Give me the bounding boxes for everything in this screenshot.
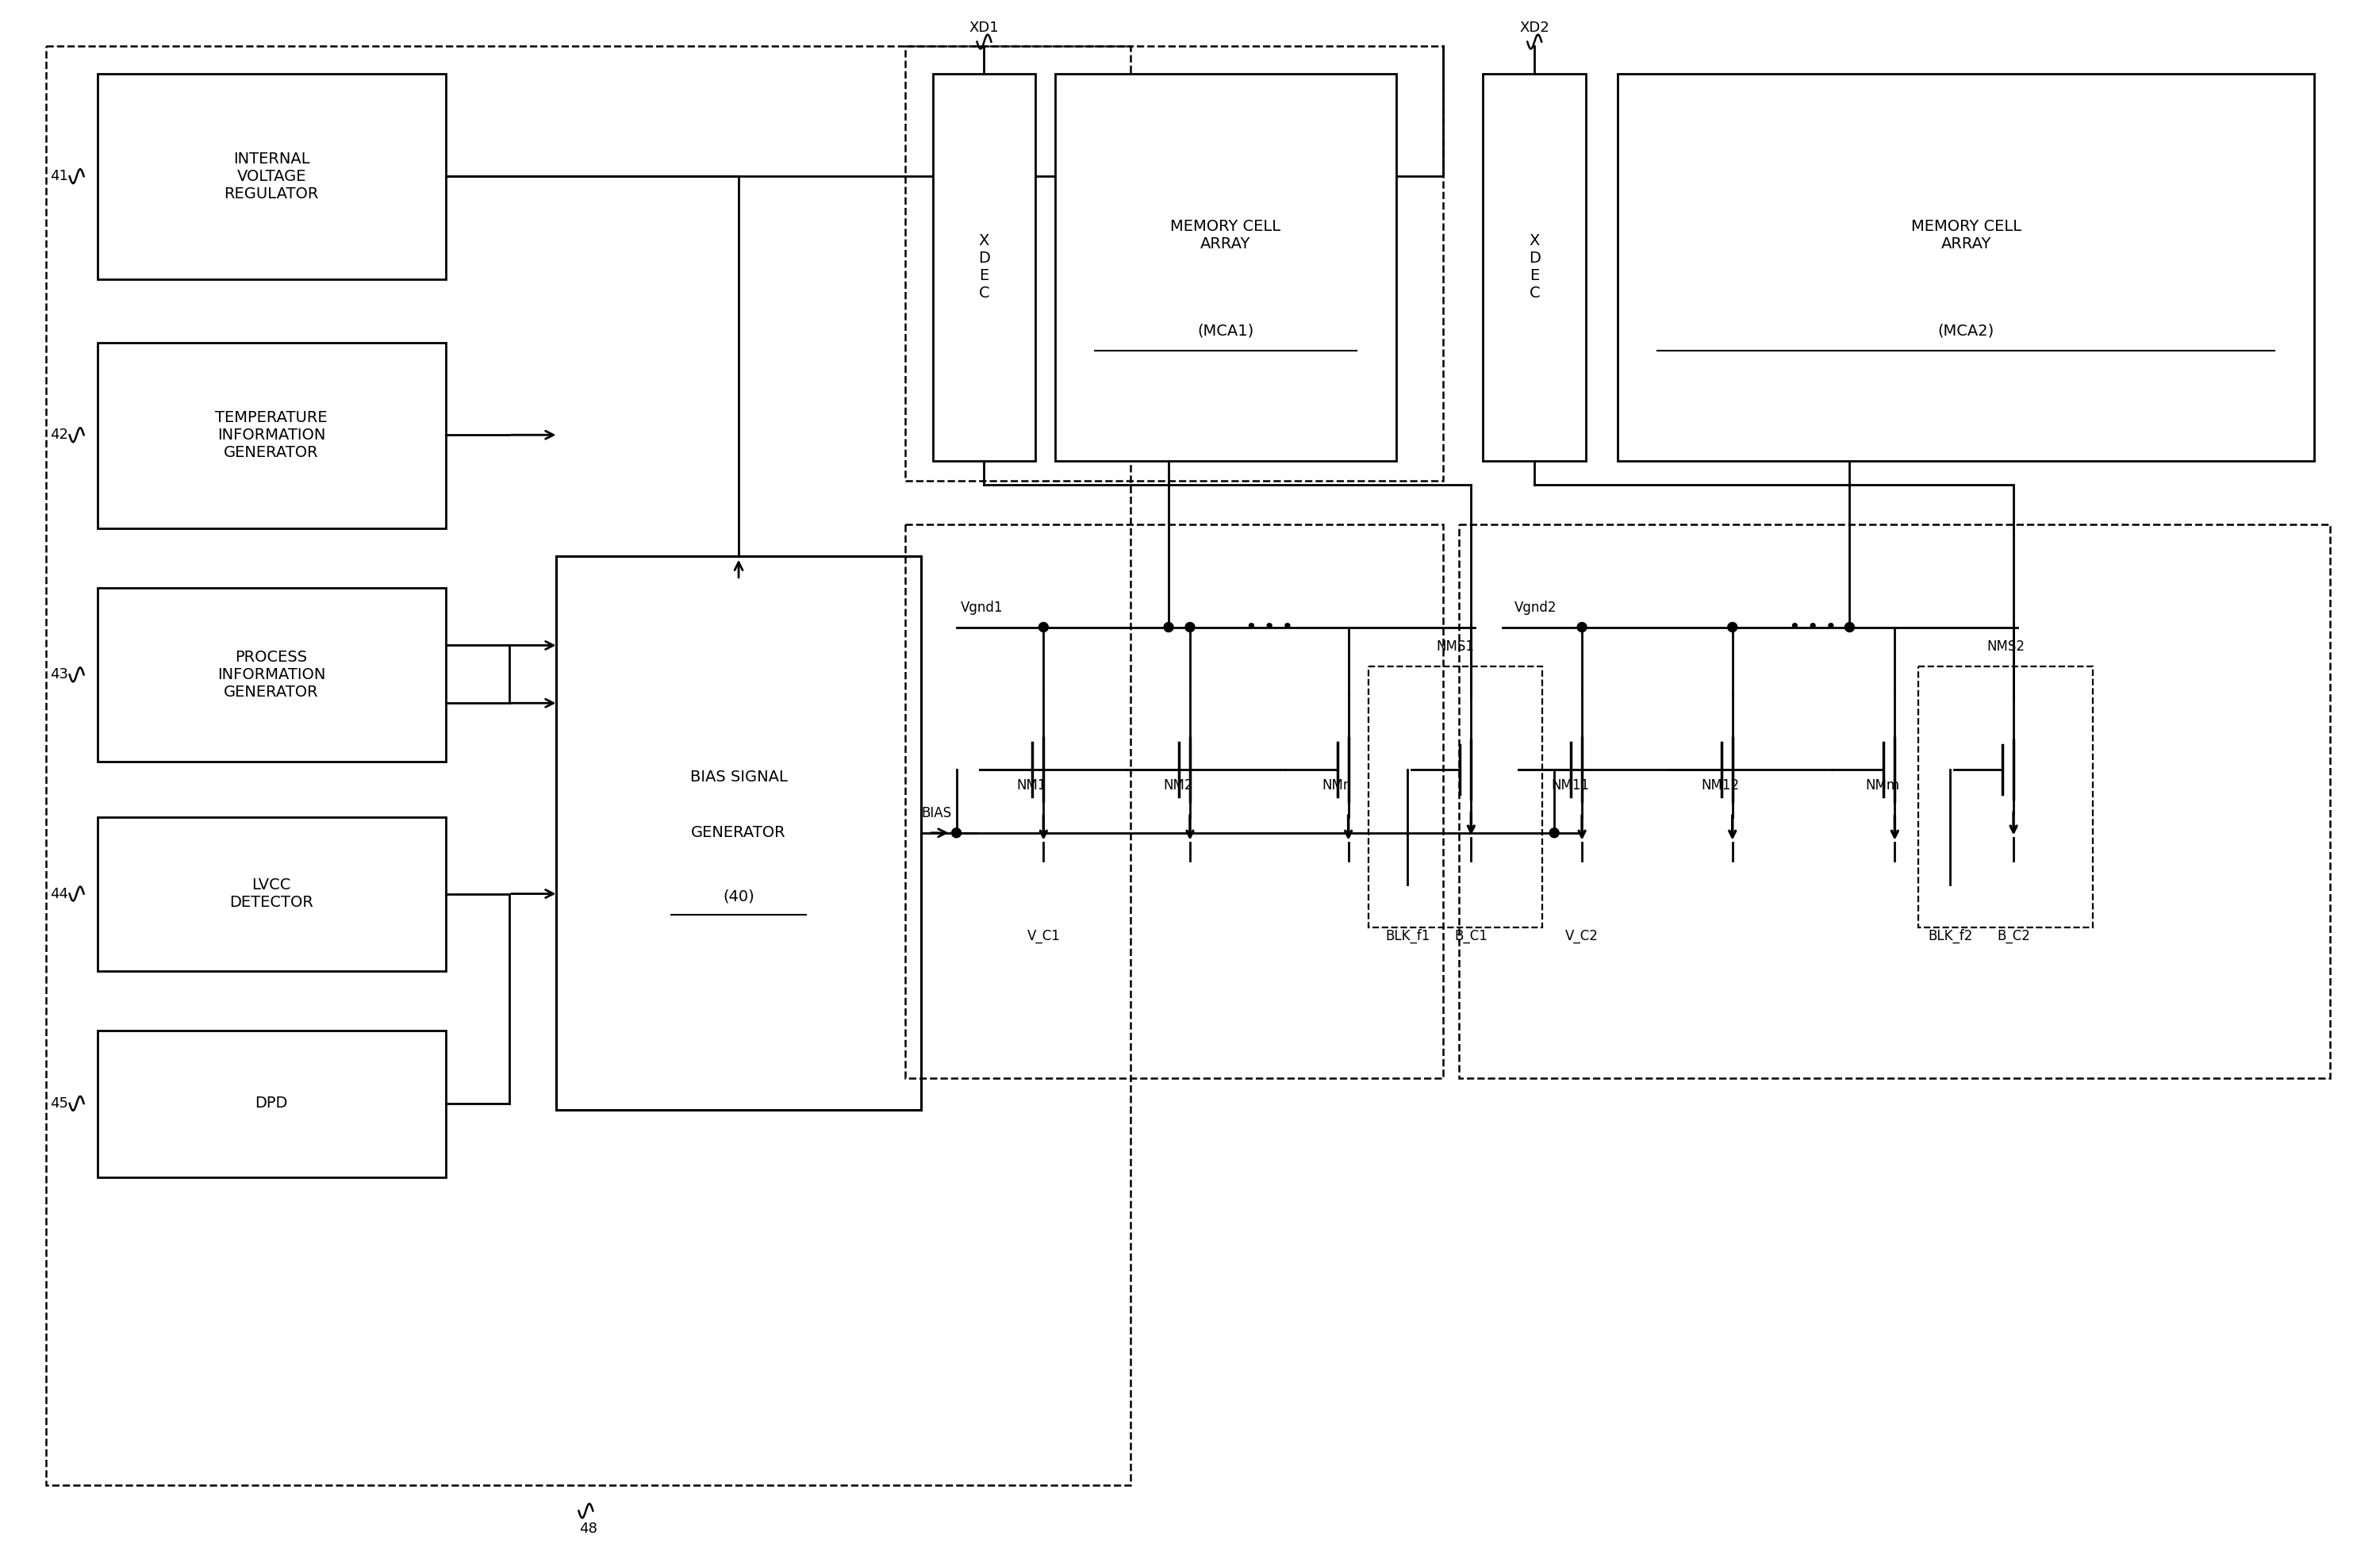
Circle shape: [1038, 622, 1047, 631]
Bar: [557, 555, 921, 1109]
Bar: [1918, 667, 2092, 927]
Text: TEMPERATURE
INFORMATION
GENERATOR: TEMPERATURE INFORMATION GENERATOR: [214, 409, 328, 461]
Text: 42: 42: [50, 428, 69, 442]
Text: GENERATOR: GENERATOR: [690, 825, 785, 841]
Bar: [1483, 73, 1585, 461]
Text: NM12: NM12: [1702, 779, 1740, 793]
Text: BLK_f1: BLK_f1: [1385, 929, 1430, 943]
Bar: [1618, 73, 2313, 461]
Text: NMm: NMm: [1866, 779, 1899, 793]
Text: PROCESS
INFORMATION
GENERATOR: PROCESS INFORMATION GENERATOR: [217, 650, 326, 700]
Text: DPD: DPD: [255, 1097, 288, 1111]
Text: X
D
E
C: X D E C: [978, 234, 990, 301]
Bar: [45, 45, 1130, 1486]
Text: BIAS SIGNAL: BIAS SIGNAL: [690, 769, 788, 785]
Text: 41: 41: [50, 169, 69, 183]
Text: Vgnd1: Vgnd1: [962, 600, 1002, 614]
Text: X
D
E
C: X D E C: [1528, 234, 1540, 301]
Text: NMS1: NMS1: [1435, 641, 1473, 655]
Text: BLK_f2: BLK_f2: [1928, 929, 1973, 943]
Text: NM2: NM2: [1164, 779, 1192, 793]
Text: V_C1: V_C1: [1026, 929, 1059, 943]
Text: LVCC
DETECTOR: LVCC DETECTOR: [228, 878, 314, 910]
Bar: [98, 343, 445, 529]
Text: XD2: XD2: [1518, 20, 1549, 34]
Text: (40): (40): [724, 889, 754, 904]
Bar: [1368, 667, 1542, 927]
Bar: [904, 524, 1442, 1078]
Text: • • •: • • •: [1245, 617, 1292, 637]
Circle shape: [1185, 622, 1195, 631]
Bar: [1459, 524, 2330, 1078]
Text: V_C2: V_C2: [1566, 929, 1599, 943]
Bar: [904, 45, 1442, 481]
Text: 44: 44: [50, 887, 69, 901]
Text: NM1: NM1: [1016, 779, 1047, 793]
Circle shape: [952, 828, 962, 838]
Text: 45: 45: [50, 1097, 69, 1111]
Circle shape: [1164, 622, 1173, 631]
Bar: [98, 73, 445, 279]
Circle shape: [1844, 622, 1854, 631]
Text: NM11: NM11: [1552, 779, 1590, 793]
Circle shape: [1578, 622, 1587, 631]
Text: (MCA1): (MCA1): [1197, 323, 1254, 338]
Text: • • •: • • •: [1790, 617, 1837, 637]
Text: (MCA2): (MCA2): [1937, 323, 1994, 338]
Text: 43: 43: [50, 667, 69, 682]
Bar: [98, 1030, 445, 1177]
Text: INTERNAL
VOLTAGE
REGULATOR: INTERNAL VOLTAGE REGULATOR: [224, 152, 319, 202]
Text: NMS2: NMS2: [1987, 641, 2025, 655]
Bar: [98, 817, 445, 971]
Text: 48: 48: [578, 1522, 597, 1535]
Text: MEMORY CELL
ARRAY: MEMORY CELL ARRAY: [1171, 219, 1280, 251]
Text: B_C1: B_C1: [1454, 929, 1488, 943]
Circle shape: [1728, 622, 1737, 631]
Text: B_C2: B_C2: [1997, 929, 2030, 943]
Text: BIAS: BIAS: [921, 807, 952, 820]
Text: XD1: XD1: [969, 20, 1000, 34]
Text: MEMORY CELL
ARRAY: MEMORY CELL ARRAY: [1911, 219, 2021, 251]
Bar: [98, 588, 445, 762]
Text: Vgnd2: Vgnd2: [1514, 600, 1557, 614]
Text: NMn: NMn: [1321, 779, 1352, 793]
Circle shape: [1549, 828, 1559, 838]
Bar: [933, 73, 1035, 461]
Bar: [1054, 73, 1397, 461]
